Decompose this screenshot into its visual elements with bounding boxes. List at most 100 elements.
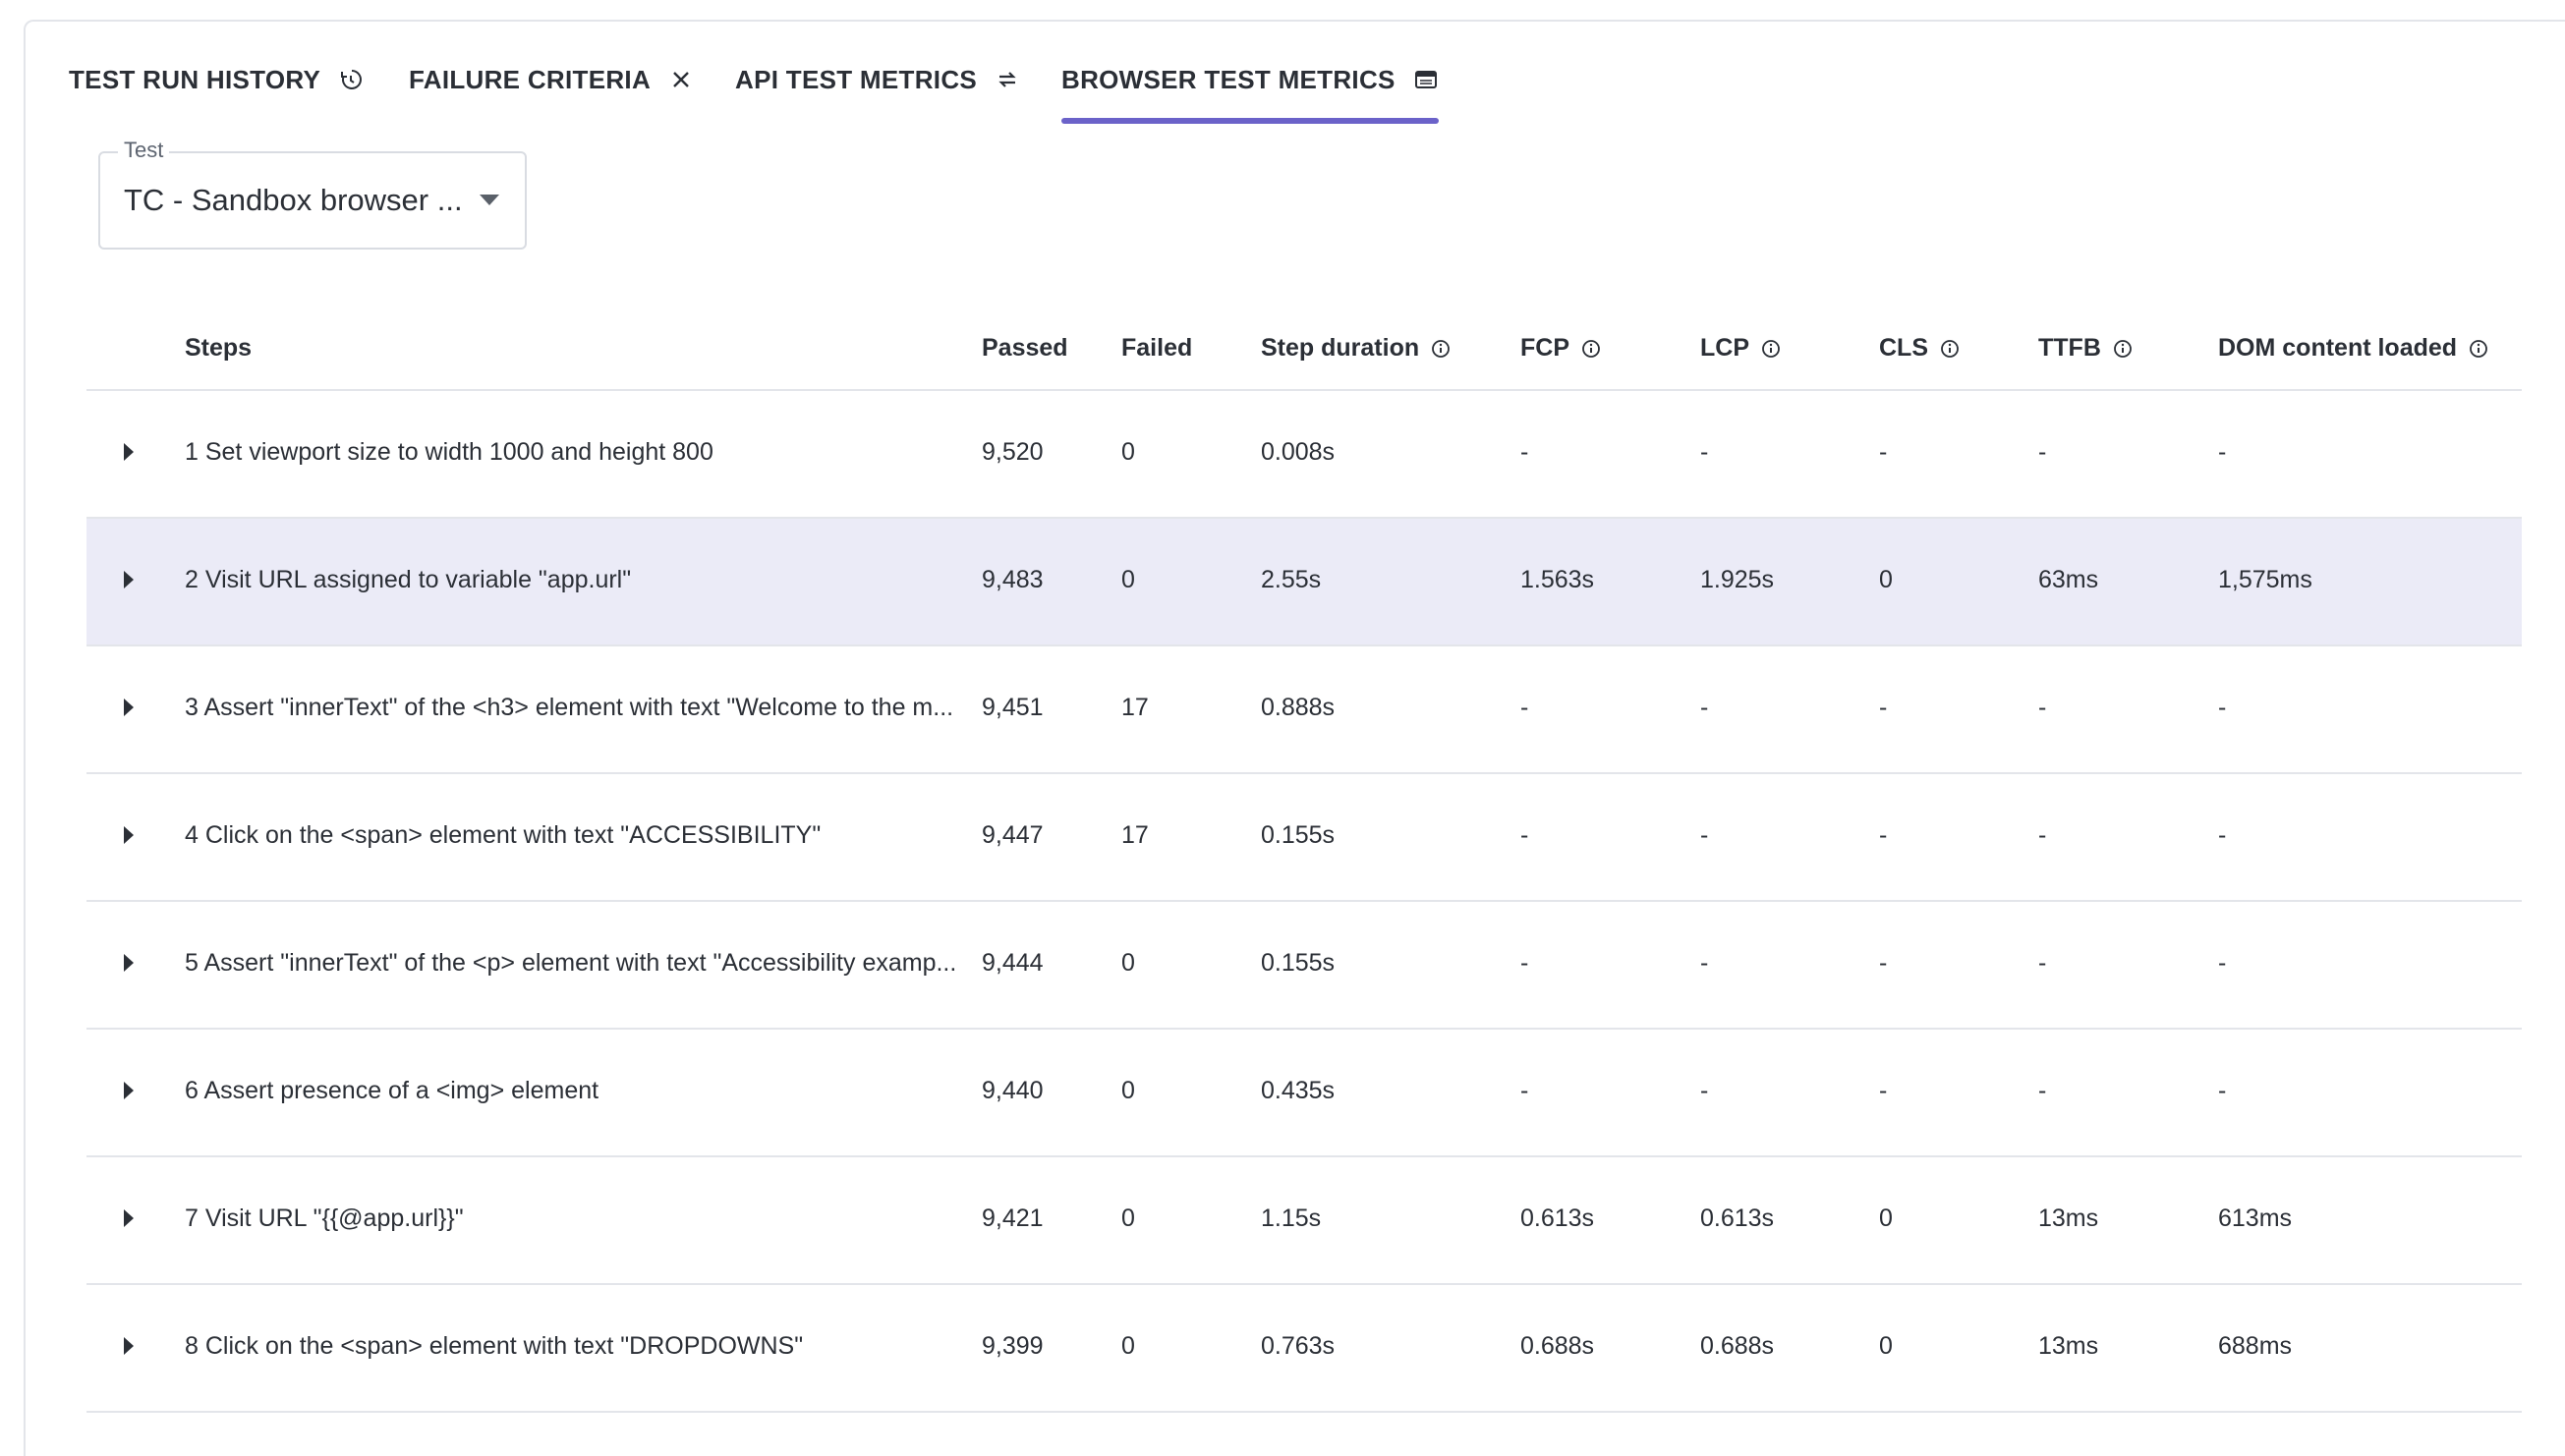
metrics-panel: TEST RUN HISTORY FAILURE CRITERIA API TE… bbox=[24, 20, 2565, 1456]
history-icon bbox=[338, 67, 364, 92]
dom-loaded-value: - bbox=[2218, 821, 2227, 849]
cls-value: - bbox=[1879, 949, 1888, 977]
header-failed: Failed bbox=[1121, 334, 1193, 362]
expand-arrow-icon[interactable] bbox=[124, 954, 134, 972]
lcp-value: - bbox=[1700, 694, 1709, 721]
table-row[interactable]: 8 Click on the <span> element with text … bbox=[86, 1285, 2522, 1413]
lcp-value: 0.688s bbox=[1700, 1332, 1775, 1360]
dom-loaded-value: 613ms bbox=[2218, 1204, 2293, 1232]
cls-value: - bbox=[1879, 821, 1888, 849]
header-fcp: FCP bbox=[1520, 334, 1601, 363]
info-icon[interactable] bbox=[1581, 339, 1601, 359]
dom-loaded-value: 1,575ms bbox=[2218, 566, 2312, 593]
table-row[interactable]: 4 Click on the <span> element with text … bbox=[86, 774, 2522, 902]
header-ttfb: TTFB bbox=[2038, 334, 2133, 363]
passed-count: 9,483 bbox=[982, 566, 1044, 593]
table-row[interactable]: 7 Visit URL "{{@app.url}}" 9,421 0 1.15s… bbox=[86, 1157, 2522, 1285]
expand-arrow-icon[interactable] bbox=[124, 699, 134, 716]
lcp-value: 1.925s bbox=[1700, 566, 1775, 593]
passed-count: 9,399 bbox=[982, 1332, 1044, 1360]
test-select-label: Test bbox=[118, 138, 170, 163]
info-icon[interactable] bbox=[2469, 339, 2488, 359]
header-passed: Passed bbox=[982, 334, 1068, 362]
dom-loaded-value: - bbox=[2218, 1077, 2227, 1104]
failed-count: 17 bbox=[1121, 821, 1149, 849]
table-row[interactable]: 2 Visit URL assigned to variable "app.ur… bbox=[86, 519, 2522, 646]
tab-browser-test-metrics[interactable]: BROWSER TEST METRICS bbox=[1061, 65, 1439, 124]
table-row[interactable]: 1 Set viewport size to width 1000 and he… bbox=[86, 391, 2522, 519]
lcp-value: - bbox=[1700, 438, 1709, 466]
failed-count: 0 bbox=[1121, 1204, 1135, 1232]
failed-count: 0 bbox=[1121, 1332, 1135, 1360]
ttfb-value: - bbox=[2038, 438, 2047, 466]
tab-label: API TEST METRICS bbox=[735, 65, 978, 94]
table-row[interactable]: 3 Assert "innerText" of the <h3> element… bbox=[86, 646, 2522, 774]
expand-arrow-icon[interactable] bbox=[124, 1337, 134, 1355]
tab-failure-criteria[interactable]: FAILURE CRITERIA bbox=[409, 65, 694, 124]
test-select[interactable]: Test TC - Sandbox browser ... bbox=[98, 138, 527, 250]
step-name: 5 Assert "innerText" of the <p> element … bbox=[185, 949, 957, 977]
dom-loaded-value: - bbox=[2218, 694, 2227, 721]
chevron-down-icon[interactable] bbox=[480, 195, 499, 205]
browser-window-icon bbox=[1413, 67, 1439, 92]
table-row[interactable]: 6 Assert presence of a <img> element 9,4… bbox=[86, 1030, 2522, 1157]
fcp-value: 1.563s bbox=[1520, 566, 1595, 593]
step-name: 2 Visit URL assigned to variable "app.ur… bbox=[185, 566, 632, 593]
expand-arrow-icon[interactable] bbox=[124, 443, 134, 461]
tab-label: TEST RUN HISTORY bbox=[69, 65, 321, 94]
lcp-value: 0.613s bbox=[1700, 1204, 1775, 1232]
step-duration: 0.008s bbox=[1261, 438, 1336, 466]
passed-count: 9,440 bbox=[982, 1077, 1044, 1104]
expand-arrow-icon[interactable] bbox=[124, 571, 134, 588]
step-name: 3 Assert "innerText" of the <h3> element… bbox=[185, 694, 954, 721]
step-duration: 0.763s bbox=[1261, 1332, 1336, 1360]
ttfb-value: 13ms bbox=[2038, 1332, 2099, 1360]
fcp-value: 0.688s bbox=[1520, 1332, 1595, 1360]
passed-count: 9,444 bbox=[982, 949, 1044, 977]
step-duration: 0.155s bbox=[1261, 949, 1336, 977]
info-icon[interactable] bbox=[2113, 339, 2133, 359]
swap-arrows-icon bbox=[995, 67, 1020, 92]
cls-value: 0 bbox=[1879, 1332, 1893, 1360]
step-duration: 0.155s bbox=[1261, 821, 1336, 849]
ttfb-value: - bbox=[2038, 1077, 2047, 1104]
table-header: Steps Passed Failed Step duration FCP LC… bbox=[86, 297, 2522, 391]
cls-value: 0 bbox=[1879, 1204, 1893, 1232]
fcp-value: - bbox=[1520, 949, 1529, 977]
tab-test-run-history[interactable]: TEST RUN HISTORY bbox=[69, 65, 364, 124]
expand-arrow-icon[interactable] bbox=[124, 1209, 134, 1227]
header-cls: CLS bbox=[1879, 334, 1960, 363]
step-duration: 0.435s bbox=[1261, 1077, 1336, 1104]
table-row[interactable]: 5 Assert "innerText" of the <p> element … bbox=[86, 902, 2522, 1030]
tab-bar: TEST RUN HISTORY FAILURE CRITERIA API TE… bbox=[26, 22, 2565, 124]
info-icon[interactable] bbox=[1761, 339, 1781, 359]
failed-count: 0 bbox=[1121, 438, 1135, 466]
tab-label: FAILURE CRITERIA bbox=[409, 65, 652, 94]
header-dom-content-loaded: DOM content loaded bbox=[2218, 334, 2488, 363]
expand-arrow-icon[interactable] bbox=[124, 826, 134, 844]
cls-value: - bbox=[1879, 438, 1888, 466]
expand-arrow-icon[interactable] bbox=[124, 1082, 134, 1099]
cls-value: - bbox=[1879, 694, 1888, 721]
step-name: 4 Click on the <span> element with text … bbox=[185, 821, 822, 849]
step-duration: 0.888s bbox=[1261, 694, 1336, 721]
ttfb-value: - bbox=[2038, 821, 2047, 849]
ttfb-value: 13ms bbox=[2038, 1204, 2099, 1232]
dom-loaded-value: - bbox=[2218, 949, 2227, 977]
info-icon[interactable] bbox=[1940, 339, 1960, 359]
fcp-value: - bbox=[1520, 438, 1529, 466]
browser-metrics-table: Steps Passed Failed Step duration FCP LC… bbox=[86, 297, 2522, 1413]
cls-value: - bbox=[1879, 1077, 1888, 1104]
failed-count: 17 bbox=[1121, 694, 1149, 721]
ttfb-value: - bbox=[2038, 694, 2047, 721]
failed-count: 0 bbox=[1121, 1077, 1135, 1104]
fcp-value: - bbox=[1520, 1077, 1529, 1104]
info-icon[interactable] bbox=[1431, 339, 1451, 359]
tab-api-test-metrics[interactable]: API TEST METRICS bbox=[735, 65, 1020, 124]
fcp-value: 0.613s bbox=[1520, 1204, 1595, 1232]
step-name: 8 Click on the <span> element with text … bbox=[185, 1332, 804, 1360]
header-steps: Steps bbox=[185, 334, 253, 362]
passed-count: 9,421 bbox=[982, 1204, 1044, 1232]
header-step-duration: Step duration bbox=[1261, 334, 1451, 363]
step-name: 1 Set viewport size to width 1000 and he… bbox=[185, 438, 713, 466]
